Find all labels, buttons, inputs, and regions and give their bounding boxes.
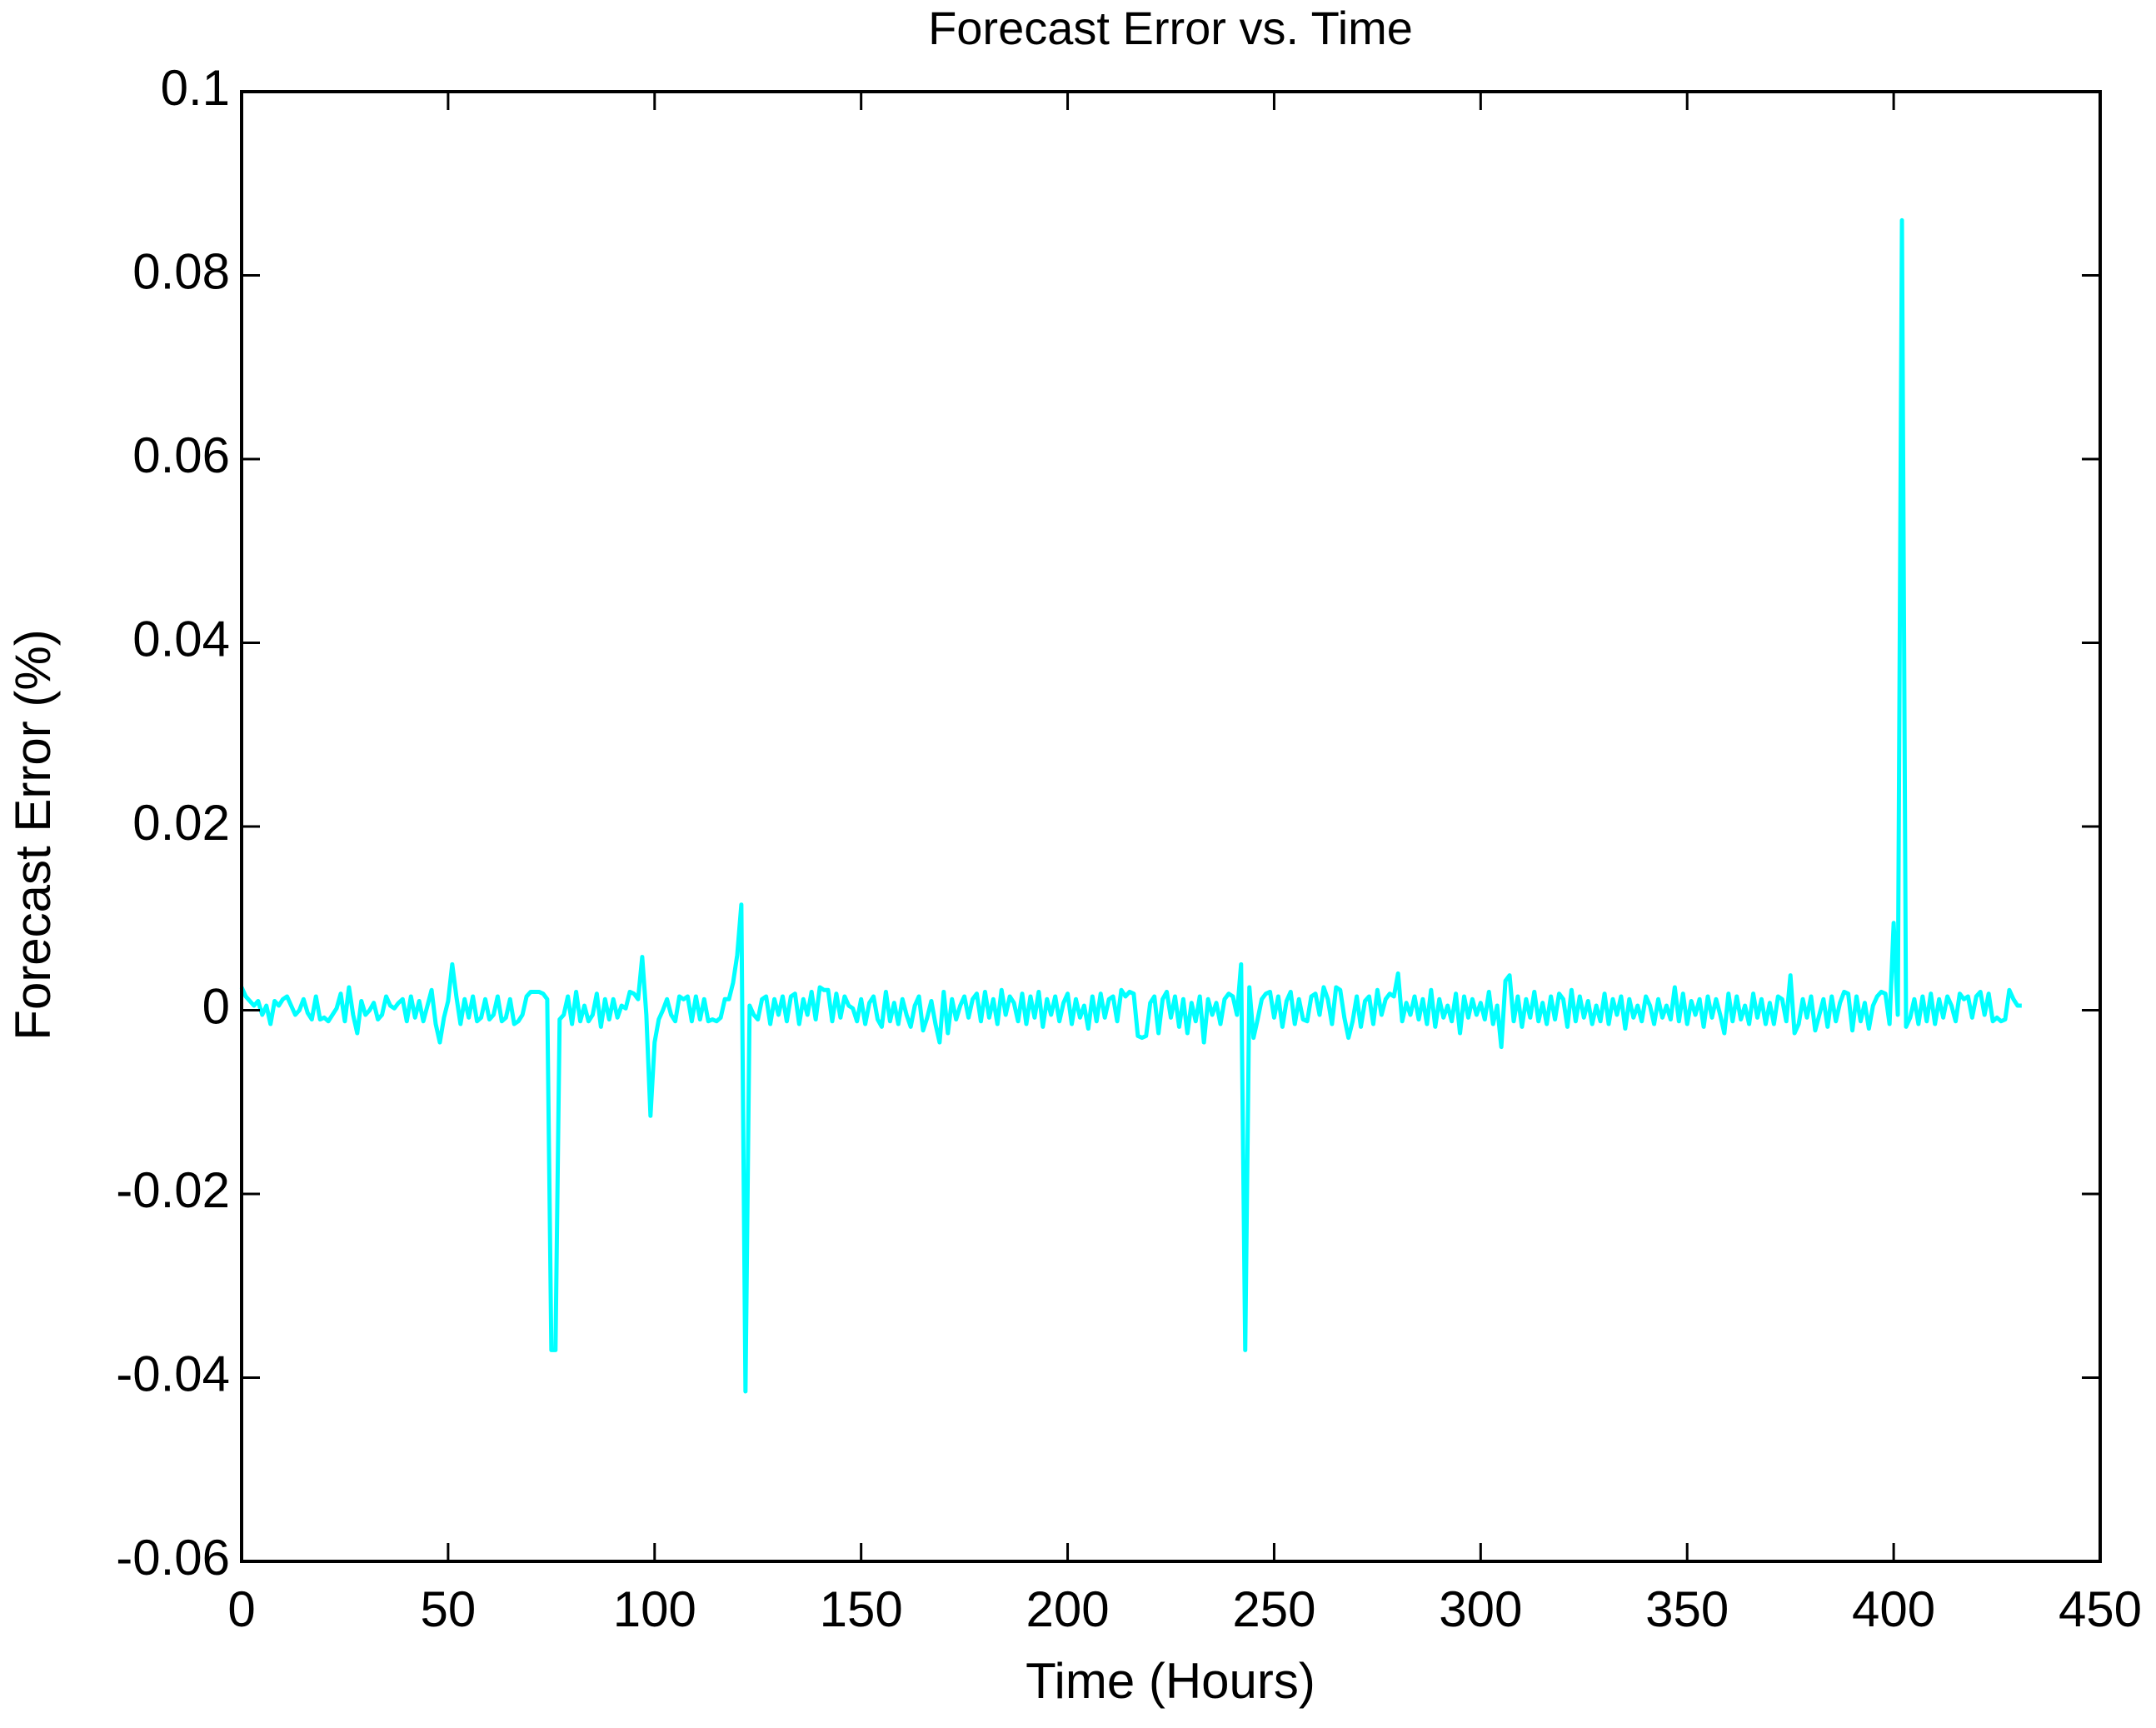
x-tick-label: 400 bbox=[1852, 1581, 1935, 1637]
y-tick-label: 0 bbox=[202, 978, 230, 1034]
y-tick-label: -0.02 bbox=[116, 1162, 230, 1218]
y-tick-label: -0.06 bbox=[116, 1530, 230, 1586]
x-tick-label: 50 bbox=[421, 1581, 477, 1637]
y-tick-label: 0.1 bbox=[161, 60, 230, 116]
x-tick-label: 150 bbox=[820, 1581, 903, 1637]
y-tick-label: -0.04 bbox=[116, 1346, 230, 1401]
x-tick-label: 200 bbox=[1026, 1581, 1110, 1637]
chart-title: Forecast Error vs. Time bbox=[928, 2, 1413, 54]
data-line bbox=[239, 217, 2022, 1394]
x-tick-label: 300 bbox=[1439, 1581, 1522, 1637]
x-tick-label: 350 bbox=[1645, 1581, 1729, 1637]
y-tick-label: 0.06 bbox=[132, 427, 230, 483]
x-tick-label: 450 bbox=[2059, 1581, 2142, 1637]
x-tick-label: 100 bbox=[613, 1581, 696, 1637]
y-tick-label: 0.02 bbox=[132, 795, 230, 851]
x-axis-title: Time (Hours) bbox=[1026, 1653, 1315, 1709]
y-tick-label: 0.08 bbox=[132, 243, 230, 299]
x-tick-label: 250 bbox=[1232, 1581, 1315, 1637]
x-tick-label: 0 bbox=[227, 1581, 255, 1637]
y-tick-label: 0.04 bbox=[132, 611, 230, 667]
y-axis-title: Forecast Error (%) bbox=[5, 629, 61, 1040]
